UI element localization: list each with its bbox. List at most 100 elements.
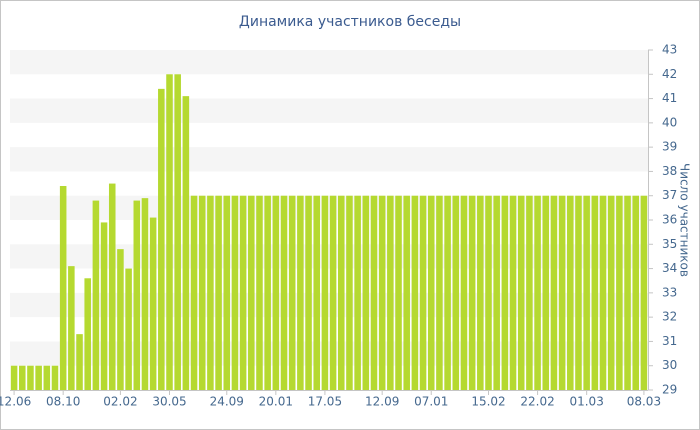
y-tick-label: 38 [662, 164, 677, 178]
grid-band [10, 244, 648, 269]
bar [354, 195, 361, 390]
x-tick-label: 02.02 [103, 395, 137, 409]
x-tick-label: 20.01 [259, 395, 293, 409]
y-tick-label: 36 [662, 213, 677, 227]
bar [35, 365, 42, 390]
grid-band [10, 50, 648, 75]
bar [198, 195, 206, 390]
bar [141, 198, 149, 390]
bar [567, 195, 574, 390]
bar [248, 195, 255, 390]
bar [158, 88, 165, 390]
y-tick-label: 39 [662, 140, 677, 154]
bar [493, 195, 500, 390]
bar [100, 222, 108, 390]
bar [297, 195, 304, 390]
bar [534, 195, 541, 390]
bar [387, 195, 394, 390]
bar [624, 195, 631, 390]
bar [288, 195, 296, 390]
bar [223, 195, 231, 390]
bar [190, 195, 198, 390]
y-tick-label: 30 [662, 358, 677, 372]
bar [280, 195, 288, 390]
bar [84, 278, 91, 390]
bar [575, 195, 582, 390]
y-tick-label: 33 [662, 285, 677, 299]
bar [378, 195, 386, 390]
bar [108, 183, 116, 390]
bar [632, 195, 640, 390]
bar [207, 195, 214, 390]
bar [337, 195, 345, 390]
x-tick-label: 30.05 [152, 395, 186, 409]
x-tick-label: 12.09 [365, 395, 399, 409]
bar [133, 200, 141, 390]
grid-band [10, 341, 648, 366]
bar [607, 195, 615, 390]
bar [460, 195, 468, 390]
y-tick-label: 35 [662, 237, 677, 251]
bar [305, 195, 312, 390]
y-tick-label: 34 [662, 261, 677, 275]
x-tick-label: 08.03 [627, 395, 661, 409]
bar [395, 195, 402, 390]
x-tick-label: 24.09 [210, 395, 244, 409]
bar [43, 365, 51, 390]
bar [59, 186, 67, 390]
y-tick-label: 29 [662, 383, 677, 397]
y-tick-label: 41 [662, 91, 677, 105]
bar [18, 365, 26, 390]
bar [427, 195, 435, 390]
y-tick-label: 31 [662, 334, 677, 348]
chart-title: Динамика участников беседы [239, 14, 461, 30]
bar [616, 195, 623, 390]
bar [550, 195, 558, 390]
bar [239, 195, 247, 390]
bar [591, 195, 599, 390]
bar [501, 195, 509, 390]
x-tick-label: 17.05 [308, 395, 342, 409]
bar [526, 195, 533, 390]
bar [477, 195, 484, 390]
grid-band [10, 147, 648, 172]
bar [509, 195, 517, 390]
y-tick-label: 42 [662, 67, 677, 81]
bar [599, 195, 607, 390]
bar [92, 200, 100, 390]
bar [182, 96, 190, 391]
bar [76, 334, 83, 390]
x-tick-label: 22.02 [520, 395, 554, 409]
bar [403, 195, 410, 390]
bar [264, 195, 271, 390]
bar [444, 195, 451, 390]
x-tick-label: 15.02 [471, 395, 505, 409]
bar [117, 249, 124, 390]
x-tick-label: 01.03 [569, 395, 603, 409]
bar [166, 74, 173, 391]
bar [215, 195, 222, 390]
bar [68, 266, 75, 390]
bar [125, 268, 132, 390]
grid-band [10, 292, 648, 318]
bar [10, 365, 18, 390]
bar [640, 195, 648, 390]
bar [542, 195, 550, 390]
bar [419, 195, 427, 390]
x-tick-label: 12.06 [0, 395, 31, 409]
y-tick-label: 37 [662, 188, 677, 202]
bar [149, 217, 157, 390]
bar [51, 365, 59, 390]
bar [174, 74, 181, 391]
grid-band [10, 98, 648, 123]
y-tick-label: 32 [662, 310, 677, 324]
y-tick-label: 43 [662, 43, 677, 57]
bar [346, 195, 353, 390]
y-axis-label: Число участников [678, 163, 692, 277]
bar [231, 195, 239, 390]
x-tick-label: 08.10 [46, 395, 80, 409]
bar [583, 195, 590, 390]
bar [452, 195, 460, 390]
bar [272, 195, 280, 390]
